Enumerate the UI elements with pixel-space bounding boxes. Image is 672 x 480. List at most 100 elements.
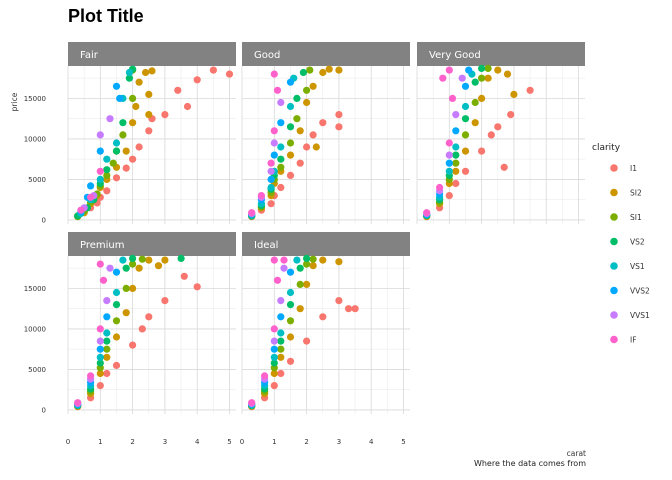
data-point-vs1 bbox=[277, 143, 285, 151]
data-point-vvs2 bbox=[452, 127, 460, 135]
data-point-si2 bbox=[309, 262, 317, 270]
data-point-i1 bbox=[225, 70, 234, 78]
data-point-si2 bbox=[335, 258, 343, 266]
data-point-i1 bbox=[122, 164, 130, 172]
legend-key-si2 bbox=[610, 188, 618, 197]
data-point-i1 bbox=[445, 192, 453, 200]
data-point-i1 bbox=[277, 369, 285, 378]
data-point-vs2 bbox=[103, 337, 111, 345]
data-point-if bbox=[267, 159, 275, 167]
data-point-vs1 bbox=[96, 175, 104, 183]
data-point-i1 bbox=[351, 305, 359, 313]
facet-strip-label: Very Good bbox=[429, 50, 481, 61]
data-point-si2 bbox=[129, 284, 137, 292]
data-point-si2 bbox=[135, 78, 143, 86]
data-point-vs2 bbox=[122, 264, 130, 272]
data-point-vvs2 bbox=[277, 119, 285, 127]
data-point-vs2 bbox=[286, 301, 295, 309]
data-point-i1 bbox=[335, 297, 343, 305]
legend-key-i1 bbox=[610, 164, 618, 172]
data-point-i1 bbox=[296, 159, 304, 167]
data-point-si2 bbox=[132, 102, 140, 111]
legend-key-si1 bbox=[610, 213, 618, 221]
data-point-vvs2 bbox=[96, 147, 104, 155]
data-point-vvs2 bbox=[103, 313, 111, 321]
data-point-vs1 bbox=[112, 139, 121, 147]
data-point-vvs2 bbox=[270, 151, 278, 159]
data-point-vvs1 bbox=[458, 74, 466, 82]
legend: I1 SI2 SI1 VS2 VS1 VVS2 VVS1 IF bbox=[610, 164, 650, 344]
data-point-vs2 bbox=[461, 115, 470, 123]
data-point-if bbox=[439, 74, 447, 82]
data-point-si2 bbox=[296, 127, 304, 135]
data-point-i1 bbox=[174, 86, 182, 94]
data-point-if bbox=[248, 209, 256, 217]
legend-label-vs1: VS1 bbox=[630, 262, 645, 271]
data-point-si1 bbox=[119, 131, 127, 139]
data-point-if bbox=[87, 372, 95, 380]
data-point-if bbox=[96, 260, 104, 268]
data-point-i1 bbox=[180, 272, 188, 280]
data-point-vs1 bbox=[277, 329, 285, 337]
facet-panel-good: Good bbox=[241, 42, 410, 224]
facet-strip bbox=[68, 232, 236, 256]
data-point-si1 bbox=[109, 159, 117, 167]
data-point-vvs2 bbox=[277, 313, 285, 321]
facet-panel-very-good: Very Good bbox=[416, 42, 585, 224]
data-point-vvs2 bbox=[87, 182, 95, 190]
data-point-vs2 bbox=[296, 264, 304, 272]
legend-key-vs1 bbox=[610, 262, 618, 270]
data-point-i1 bbox=[452, 179, 460, 188]
y-tick-label: 15000 bbox=[24, 285, 46, 293]
data-point-si1 bbox=[484, 64, 492, 72]
data-point-vs2 bbox=[103, 166, 111, 174]
data-point-si1 bbox=[112, 317, 121, 325]
data-point-vs1 bbox=[112, 288, 121, 297]
data-point-vvs1 bbox=[267, 167, 275, 175]
legend-title: clarity bbox=[592, 143, 621, 153]
facet-panel-fair: Fair 0 5000 10000 15000 bbox=[24, 42, 236, 224]
data-point-si1 bbox=[293, 115, 301, 123]
data-point-si2 bbox=[303, 98, 311, 107]
x-tick-label: 2 bbox=[130, 438, 134, 446]
data-point-i1 bbox=[487, 131, 495, 139]
x-axis-label: carat bbox=[567, 449, 586, 458]
legend-label-i1: I1 bbox=[630, 164, 637, 173]
data-point-vs1 bbox=[461, 102, 470, 111]
data-point-if bbox=[77, 206, 85, 214]
data-point-vs1 bbox=[445, 167, 453, 175]
data-point-vs1 bbox=[270, 353, 278, 361]
data-point-i1 bbox=[193, 76, 201, 84]
legend-key-if bbox=[610, 335, 618, 344]
data-point-si1 bbox=[103, 345, 111, 353]
data-point-vs2 bbox=[112, 147, 121, 155]
data-point-si2 bbox=[103, 353, 111, 361]
data-point-i1 bbox=[138, 325, 146, 333]
data-point-vs2 bbox=[277, 155, 285, 163]
legend-label-vvs1: VVS1 bbox=[630, 311, 650, 320]
data-point-vvs1 bbox=[96, 131, 104, 139]
data-point-vs1 bbox=[125, 68, 133, 77]
data-point-if bbox=[270, 325, 278, 333]
data-point-i1 bbox=[507, 111, 515, 119]
facet-panel-premium: Premium 0 5000 10000 15000 0 1 2 3 4 5 bbox=[24, 232, 236, 446]
data-point-vs2 bbox=[303, 254, 311, 262]
facet-strip-label: Good bbox=[254, 50, 280, 61]
x-tick-label: 5 bbox=[401, 438, 405, 446]
x-tick-label: 5 bbox=[227, 438, 231, 446]
x-tick-label: 4 bbox=[195, 438, 200, 446]
data-point-si2 bbox=[145, 90, 153, 98]
x-tick-label: 0 bbox=[66, 438, 70, 446]
data-point-si2 bbox=[452, 167, 460, 175]
data-point-vvs2 bbox=[96, 345, 104, 353]
y-axis-label: price bbox=[10, 92, 19, 111]
data-point-i1 bbox=[209, 66, 217, 74]
data-point-vvs1 bbox=[103, 297, 111, 305]
data-point-i1 bbox=[193, 283, 201, 291]
x-tick-label: 3 bbox=[163, 438, 167, 446]
data-point-vvs2 bbox=[286, 268, 295, 276]
data-point-vs1 bbox=[103, 329, 111, 337]
data-point-si2 bbox=[286, 333, 295, 341]
x-tick-label: 0 bbox=[240, 438, 244, 446]
data-point-vs1 bbox=[286, 288, 295, 297]
